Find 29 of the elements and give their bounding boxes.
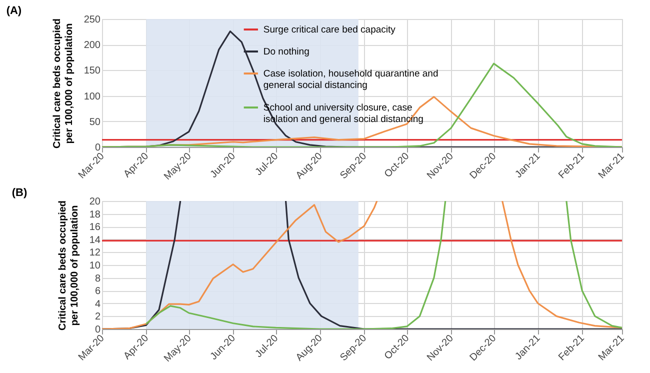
line-series (284, 201, 622, 329)
y-tick-label: 2 (94, 312, 101, 323)
y-tick-label: 0 (94, 142, 101, 154)
line-series (145, 201, 446, 329)
y-tick-label: 200 (84, 40, 101, 52)
chart-title: (B) (12, 187, 28, 199)
line-series (102, 201, 378, 329)
y-tick-label: 250 (84, 14, 101, 26)
y-tick-label: 6 (94, 286, 101, 298)
legend-label: Surge critical care bed capacity (263, 24, 396, 36)
y-tick-label: 150 (84, 66, 101, 77)
y-tick-label: 20 (89, 196, 101, 208)
y-tick-label: 12 (89, 248, 101, 259)
y-tick-label: 14 (89, 234, 101, 246)
y-tick-label: 16 (89, 222, 101, 234)
y-tick-label: 4 (94, 298, 101, 310)
y-axis-title: Critical care beds occupied per 100,000 of population (52, 18, 75, 149)
legend-label: Do nothing (263, 46, 310, 58)
y-tick-label: 10 (89, 260, 101, 272)
line-series (566, 201, 622, 329)
y-tick-label: 50 (89, 116, 101, 128)
y-tick-label: 0 (94, 324, 101, 336)
y-tick-label: 100 (84, 91, 101, 102)
text: (A) (6, 5, 22, 17)
legend-label: Case isolation, household quarantine and general social distancing (263, 68, 438, 91)
line-series (502, 201, 622, 329)
y-axis-title: Critical care beds occupied per 100,000 of population (57, 200, 80, 331)
y-tick-label: 18 (89, 209, 101, 220)
y-tick-label: 8 (94, 273, 101, 284)
